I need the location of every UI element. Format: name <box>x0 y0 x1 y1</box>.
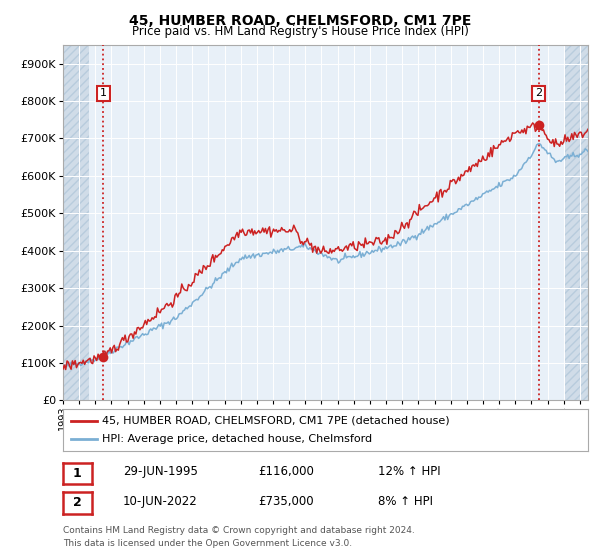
Text: 45, HUMBER ROAD, CHELMSFORD, CM1 7PE: 45, HUMBER ROAD, CHELMSFORD, CM1 7PE <box>129 14 471 28</box>
Text: HPI: Average price, detached house, Chelmsford: HPI: Average price, detached house, Chel… <box>103 434 373 444</box>
Bar <box>564 45 588 400</box>
Text: 1: 1 <box>100 88 107 99</box>
Text: £735,000: £735,000 <box>258 494 314 508</box>
Text: 1: 1 <box>73 466 82 480</box>
Text: 8% ↑ HPI: 8% ↑ HPI <box>378 494 433 508</box>
Text: 2: 2 <box>535 88 542 99</box>
Text: Price paid vs. HM Land Registry's House Price Index (HPI): Price paid vs. HM Land Registry's House … <box>131 25 469 38</box>
Text: 10-JUN-2022: 10-JUN-2022 <box>123 494 198 508</box>
Text: 29-JUN-1995: 29-JUN-1995 <box>123 465 198 478</box>
Text: Contains HM Land Registry data © Crown copyright and database right 2024.
This d: Contains HM Land Registry data © Crown c… <box>63 526 415 548</box>
Text: 12% ↑ HPI: 12% ↑ HPI <box>378 465 440 478</box>
Text: £116,000: £116,000 <box>258 465 314 478</box>
Text: 2: 2 <box>73 496 82 510</box>
Bar <box>63 45 89 400</box>
Text: 45, HUMBER ROAD, CHELMSFORD, CM1 7PE (detached house): 45, HUMBER ROAD, CHELMSFORD, CM1 7PE (de… <box>103 416 450 426</box>
